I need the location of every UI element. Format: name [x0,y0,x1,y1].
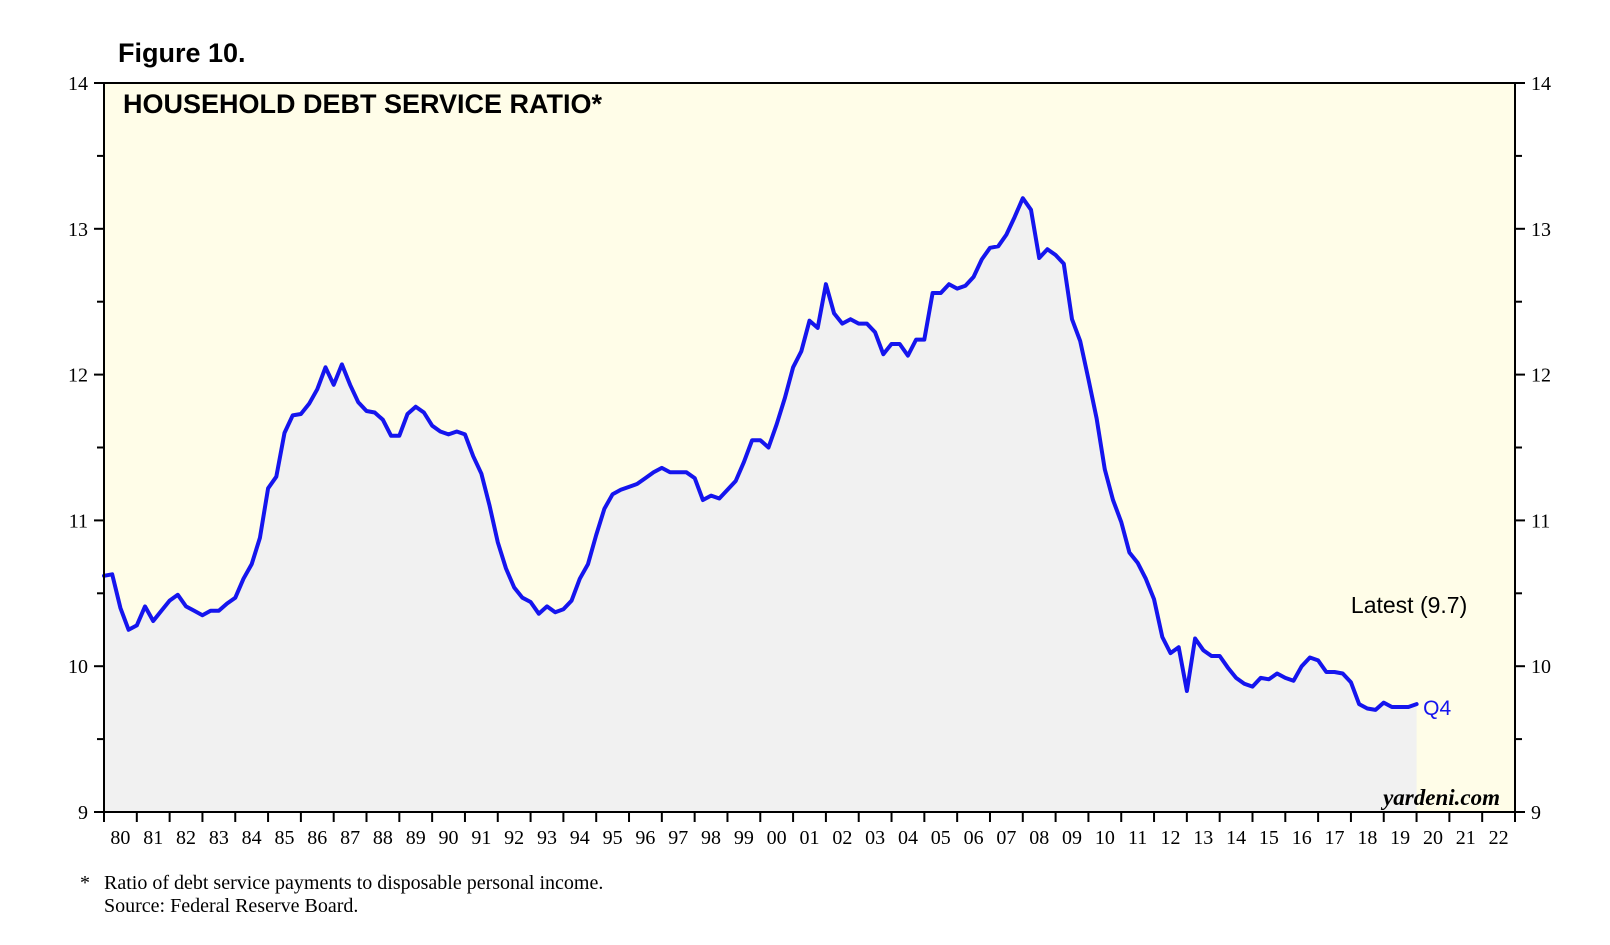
y-tick-label-right: 9 [1531,802,1541,824]
x-tick-label: 94 [570,827,590,849]
chart-title: HOUSEHOLD DEBT SERVICE RATIO* [123,89,603,119]
x-tick-label: 09 [1062,827,1082,849]
x-tick-label: 97 [668,827,688,849]
x-tick-label: 15 [1259,827,1279,849]
y-tick-label-left: 9 [78,802,88,824]
y-tick-label-right: 12 [1531,365,1551,387]
plot-frame [103,82,1516,813]
x-tick-label: 22 [1489,827,1509,849]
x-tick-label: 84 [242,827,262,849]
watermark: yardeni.com [1380,785,1500,810]
x-tick-label: 01 [800,827,820,849]
x-tick-label: 89 [406,827,426,849]
x-tick-label: 10 [1095,827,1115,849]
x-tick-label: 96 [635,827,655,849]
source-text: Source: Federal Reserve Board. [104,895,359,917]
x-tick-label: 87 [340,827,360,849]
x-tick-label: 86 [307,827,327,849]
x-tick-label: 93 [537,827,557,849]
x-tick-label: 03 [865,827,885,849]
x-tick-label: 12 [1160,827,1180,849]
y-tick-label-right: 10 [1531,656,1551,678]
x-tick-label: 00 [767,827,787,849]
y-tick-label-left: 10 [68,656,88,678]
x-tick-label: 13 [1193,827,1213,849]
footnote-text: Ratio of debt service payments to dispos… [104,872,604,894]
x-tick-label: 85 [274,827,294,849]
y-tick-label-right: 13 [1531,219,1551,241]
x-tick-label: 16 [1292,827,1312,849]
x-tick-label: 83 [209,827,229,849]
area-fill [104,198,1417,812]
x-tick-label: 07 [996,827,1016,849]
x-tick-label: 91 [471,827,491,849]
series-line [102,196,1419,712]
footnote: * Ratio of debt service payments to disp… [80,872,603,918]
y-tick-label-left: 13 [68,219,88,241]
x-tick-label: 82 [176,827,196,849]
y-tick-label-left: 12 [68,365,88,387]
x-tick-label: 17 [1325,827,1345,849]
x-tick-label: 95 [603,827,623,849]
figure-label: Figure 10. [118,38,246,68]
footnote-mark: * [80,872,90,894]
x-tick-label: 80 [110,827,130,849]
x-tick-label: 99 [734,827,754,849]
x-tick-label: 02 [832,827,852,849]
latest-value-label: Latest (9.7) [1351,592,1467,618]
latest-quarter-label: Q4 [1423,697,1451,720]
annotations: Latest (9.7) Q4 [1351,592,1467,720]
x-tick-label: 06 [964,827,984,849]
x-tick-label: 18 [1357,827,1377,849]
x-tick-label: 08 [1029,827,1049,849]
x-tick-label: 14 [1226,827,1246,849]
y-tick-label-left: 14 [68,73,88,95]
x-tick-label: 19 [1390,827,1410,849]
x-tick-label: 21 [1456,827,1476,849]
x-tick-label: 20 [1423,827,1443,849]
y-tick-label-right: 14 [1531,73,1551,95]
x-tick-label: 90 [439,827,459,849]
y-tick-label-left: 11 [69,510,88,532]
x-tick-label: 11 [1128,827,1147,849]
y-tick-label-right: 11 [1531,510,1550,532]
x-tick-label: 88 [373,827,393,849]
x-tick-label: 04 [898,827,918,849]
x-tick-label: 05 [931,827,951,849]
x-tick-label: 81 [143,827,163,849]
x-tick-label: 98 [701,827,721,849]
x-tick-label: 92 [504,827,524,849]
